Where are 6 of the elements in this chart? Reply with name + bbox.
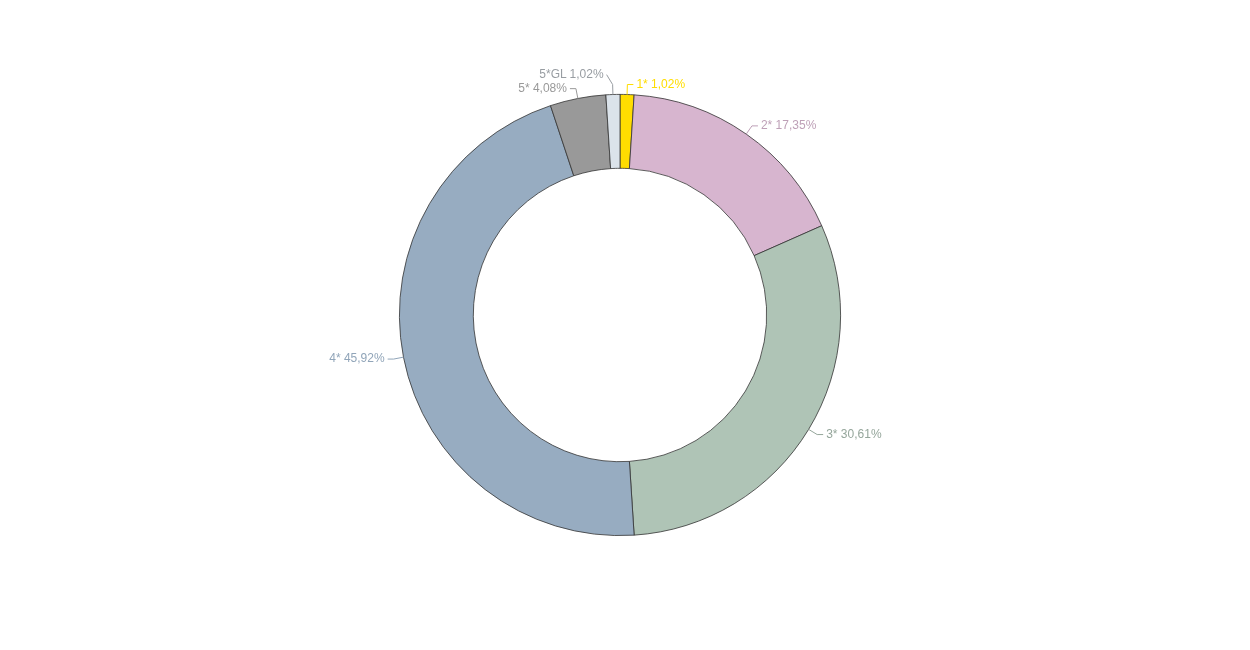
slice-label: 5* 4,08%: [518, 80, 568, 95]
slice-label: 3* 30,61%: [826, 426, 882, 441]
slice-label: 1* 1,02%: [636, 76, 686, 91]
slice-label: 5*GL 1,02%: [539, 66, 604, 81]
slice-label: 2* 17,35%: [760, 118, 817, 133]
slice-label: 4* 45,92%: [329, 351, 385, 366]
